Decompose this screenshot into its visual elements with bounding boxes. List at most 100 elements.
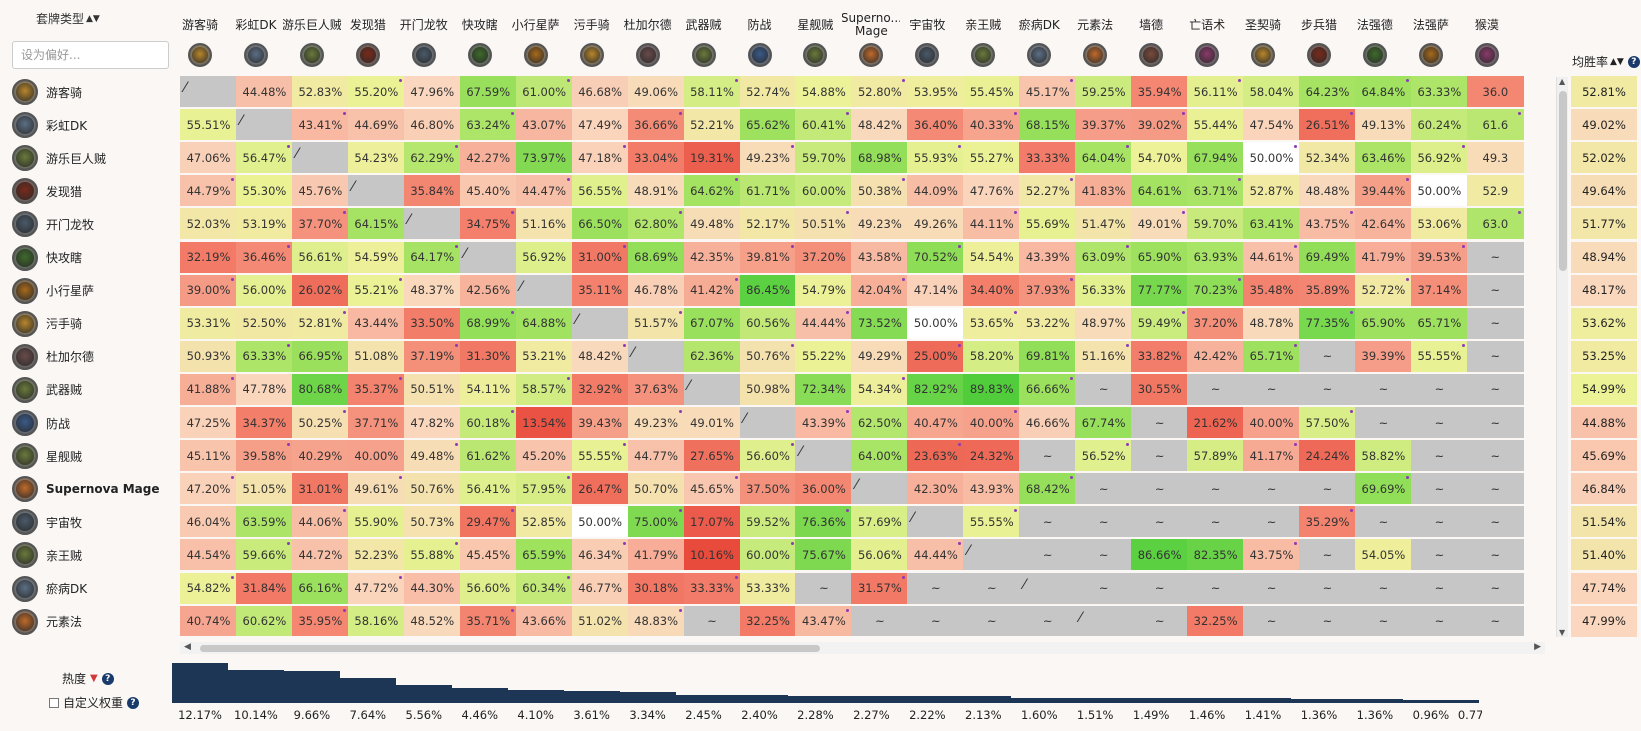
- matchup-cell[interactable]: 52.85%: [515, 506, 573, 538]
- matchup-cell[interactable]: 56.92%: [515, 241, 573, 273]
- matchup-cell[interactable]: 34.40%: [963, 274, 1021, 306]
- matchup-cell[interactable]: 27.65%: [683, 440, 741, 472]
- matchup-cell[interactable]: 56.47%: [235, 142, 293, 174]
- column-header[interactable]: Superno... Mage: [842, 12, 900, 71]
- matchup-cell[interactable]: 49.48%: [403, 440, 461, 472]
- matchup-cell[interactable]: 37.20%: [1187, 307, 1245, 339]
- matchup-cell[interactable]: 60.56%: [739, 307, 797, 339]
- matchup-cell[interactable]: 56.06%: [851, 539, 909, 571]
- mirror-cell[interactable]: [907, 506, 965, 538]
- mirror-cell[interactable]: [235, 109, 293, 141]
- matchup-cell[interactable]: 40.74%: [180, 605, 237, 636]
- matchup-cell[interactable]: 63.0: [1466, 208, 1524, 240]
- no-data-cell[interactable]: ~: [1243, 605, 1301, 636]
- no-data-cell[interactable]: ~: [851, 605, 909, 636]
- matchup-cell[interactable]: 55.20%: [347, 76, 405, 107]
- matchup-cell[interactable]: 26.47%: [571, 473, 629, 505]
- no-data-cell[interactable]: ~: [1466, 473, 1524, 505]
- matchup-cell[interactable]: 86.45%: [739, 274, 797, 306]
- matchup-cell[interactable]: 34.37%: [235, 407, 293, 438]
- matchup-cell[interactable]: 82.92%: [907, 373, 965, 405]
- help-icon[interactable]: ?: [1627, 55, 1640, 68]
- scrollbar-thumb[interactable]: [200, 645, 820, 652]
- matchup-cell[interactable]: 64.00%: [851, 440, 909, 472]
- matchup-cell[interactable]: 39.37%: [1075, 109, 1133, 141]
- matchup-cell[interactable]: 45.45%: [459, 539, 517, 571]
- matchup-cell[interactable]: 44.30%: [403, 572, 461, 604]
- matchup-cell[interactable]: 44.79%: [180, 175, 237, 207]
- matchup-cell[interactable]: 52.50%: [235, 307, 293, 339]
- column-header[interactable]: 亡语术: [1178, 12, 1236, 71]
- matchup-cell[interactable]: 35.89%: [1299, 274, 1356, 306]
- no-data-cell[interactable]: ~: [1466, 605, 1524, 636]
- matchup-cell[interactable]: 47.25%: [180, 407, 237, 438]
- matchup-cell[interactable]: 43.58%: [851, 241, 909, 273]
- matchup-cell[interactable]: 55.55%: [963, 506, 1021, 538]
- matchup-cell[interactable]: 58.16%: [347, 605, 405, 636]
- no-data-cell[interactable]: ~: [1131, 440, 1189, 472]
- matchup-cell[interactable]: 70.52%: [907, 241, 965, 273]
- scroll-left-icon[interactable]: ◀: [184, 642, 191, 652]
- matchup-cell[interactable]: 63.93%: [1187, 241, 1245, 273]
- matchup-cell[interactable]: 24.24%: [1299, 440, 1356, 472]
- matchup-cell[interactable]: 30.55%: [1131, 373, 1189, 405]
- no-data-cell[interactable]: ~: [795, 572, 853, 604]
- matchup-cell[interactable]: 31.01%: [291, 473, 349, 505]
- horizontal-scrollbar[interactable]: ◀ ▶: [180, 642, 1545, 654]
- column-header[interactable]: 防战: [731, 12, 789, 71]
- mirror-cell[interactable]: [1075, 605, 1133, 636]
- matchup-cell[interactable]: 54.59%: [347, 241, 405, 273]
- matchup-cell[interactable]: 65.59%: [515, 539, 573, 571]
- matchup-cell[interactable]: 80.68%: [291, 373, 349, 405]
- matchup-cell[interactable]: 56.11%: [1187, 76, 1245, 107]
- no-data-cell[interactable]: ~: [907, 605, 965, 636]
- matchup-cell[interactable]: 46.78%: [627, 274, 685, 306]
- matchup-cell[interactable]: 63.09%: [1075, 241, 1133, 273]
- matchup-cell[interactable]: 65.71%: [1410, 307, 1468, 339]
- matchup-cell[interactable]: 50.25%: [291, 407, 349, 438]
- no-data-cell[interactable]: ~: [1299, 373, 1356, 405]
- matchup-cell[interactable]: 32.25%: [739, 605, 797, 636]
- matchup-cell[interactable]: 45.20%: [515, 440, 573, 472]
- matchup-cell[interactable]: 44.69%: [347, 109, 405, 141]
- matchup-cell[interactable]: 57.95%: [515, 473, 573, 505]
- sort-icon[interactable]: ▲▼: [1610, 56, 1624, 67]
- matchup-cell[interactable]: 46.80%: [403, 109, 461, 141]
- no-data-cell[interactable]: ~: [1019, 506, 1077, 538]
- matchup-cell[interactable]: 54.11%: [459, 373, 517, 405]
- matchup-cell[interactable]: 68.69%: [627, 241, 685, 273]
- matchup-cell[interactable]: 66.95%: [291, 340, 349, 372]
- matchup-cell[interactable]: 57.89%: [1187, 440, 1245, 472]
- matchup-cell[interactable]: 45.11%: [180, 440, 237, 472]
- no-data-cell[interactable]: ~: [1075, 373, 1133, 405]
- popularity-header[interactable]: 热度 ▼ ?: [62, 670, 114, 687]
- no-data-cell[interactable]: ~: [1075, 539, 1133, 571]
- matchup-cell[interactable]: 69.69%: [1354, 473, 1412, 505]
- matchup-cell[interactable]: 53.33%: [739, 572, 797, 604]
- matchup-cell[interactable]: 47.20%: [180, 473, 237, 505]
- matchup-cell[interactable]: 73.52%: [851, 307, 909, 339]
- matchup-cell[interactable]: 50.76%: [739, 340, 797, 372]
- matchup-cell[interactable]: 60.00%: [795, 175, 853, 207]
- matchup-cell[interactable]: 53.95%: [907, 76, 965, 107]
- matchup-cell[interactable]: 65.62%: [739, 109, 797, 141]
- no-data-cell[interactable]: ~: [963, 572, 1021, 604]
- column-header[interactable]: 法强德: [1346, 12, 1404, 71]
- no-data-cell[interactable]: ~: [1187, 572, 1245, 604]
- matchup-cell[interactable]: 36.0: [1466, 76, 1524, 107]
- matchup-cell[interactable]: 39.58%: [235, 440, 293, 472]
- matchup-cell[interactable]: 35.84%: [403, 175, 461, 207]
- matchup-cell[interactable]: 24.32%: [963, 440, 1021, 472]
- help-icon[interactable]: ?: [101, 672, 114, 685]
- matchup-cell[interactable]: 76.36%: [795, 506, 853, 538]
- matchup-cell[interactable]: 49.01%: [683, 407, 741, 438]
- matchup-cell[interactable]: 49.61%: [347, 473, 405, 505]
- matchup-cell[interactable]: 52.27%: [1019, 175, 1077, 207]
- matchup-cell[interactable]: 66.16%: [291, 572, 349, 604]
- no-data-cell[interactable]: ~: [1187, 473, 1245, 505]
- mirror-cell[interactable]: [515, 274, 573, 306]
- matchup-cell[interactable]: 60.24%: [1410, 109, 1468, 141]
- scrollbar-thumb[interactable]: [1559, 91, 1567, 271]
- matchup-cell[interactable]: 50.70%: [627, 473, 685, 505]
- matchup-cell[interactable]: 21.62%: [1187, 407, 1245, 438]
